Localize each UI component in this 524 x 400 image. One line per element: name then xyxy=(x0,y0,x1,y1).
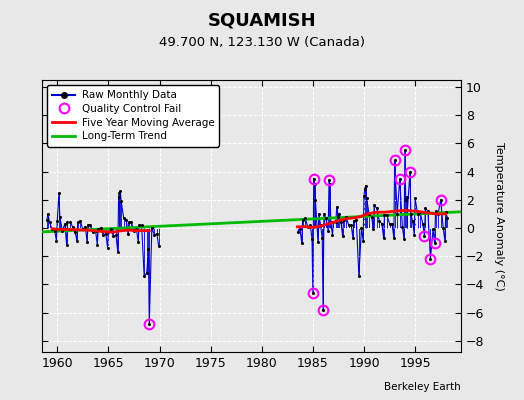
Text: Berkeley Earth: Berkeley Earth xyxy=(385,382,461,392)
Legend: Raw Monthly Data, Quality Control Fail, Five Year Moving Average, Long-Term Tren: Raw Monthly Data, Quality Control Fail, … xyxy=(47,85,220,146)
Y-axis label: Temperature Anomaly (°C): Temperature Anomaly (°C) xyxy=(494,142,504,290)
Text: 49.700 N, 123.130 W (Canada): 49.700 N, 123.130 W (Canada) xyxy=(159,36,365,49)
Text: SQUAMISH: SQUAMISH xyxy=(208,12,316,30)
